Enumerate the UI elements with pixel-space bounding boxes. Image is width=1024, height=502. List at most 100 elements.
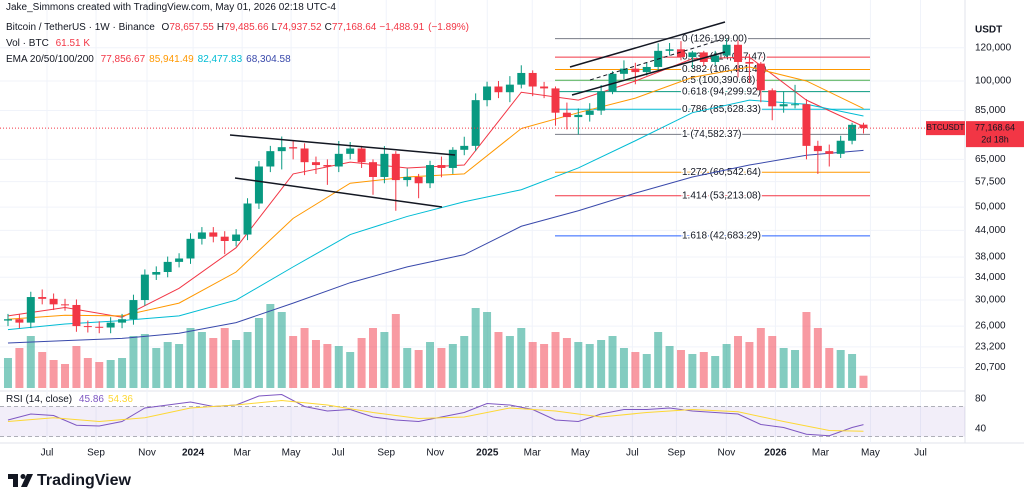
volume-bar [129,336,138,388]
volume-bar [699,352,708,388]
candle-body [825,151,834,154]
volume-bar [802,312,811,388]
candle-body [254,166,263,204]
candle-body [209,232,218,237]
volume-bar [49,360,58,388]
change-pct: (−1.89%) [428,22,469,33]
candle-body [311,162,320,166]
y-tick-label: 26,000 [975,321,1006,332]
candle-body [836,140,845,154]
volume-bar [551,332,560,388]
price-tag-countdown: 2d 18h [981,135,1009,145]
candle-body [220,236,229,242]
candle-body [346,148,355,154]
y-tick-label: 20,700 [975,362,1006,373]
ohlc-item: O78,657.55 [162,22,214,33]
candle-body [300,148,309,163]
ema-value: 77,856.67 [100,54,146,65]
x-tick-label: Sep [87,448,105,459]
y-unit: USDT [975,25,1002,36]
volume-bar [15,348,24,388]
x-tick-label: Mar [812,448,830,459]
candle-body [129,300,138,320]
volume-bar [585,344,594,388]
volume-bar [403,348,412,388]
trend-line [234,177,443,208]
volume-bar [163,342,172,388]
volume-bar [825,348,834,388]
candle-body [391,153,400,181]
volume-bar [83,358,92,388]
volume-bar [597,340,606,388]
volume-bar [756,328,765,388]
volume-bar [232,340,241,388]
rsi-tick-label: 80 [975,394,987,405]
ohlc-value: 79,485.66 [224,22,269,33]
candle-body [426,165,435,184]
ema-line [7,99,864,331]
candle-body [734,44,743,62]
candle-body [642,66,651,73]
candle-body [380,153,389,177]
volume-bar [836,350,845,388]
volume-bar [517,328,526,388]
volume-bar [95,362,104,388]
volume-bar [848,354,857,388]
volume-bar [426,342,435,388]
volume-bar [118,358,127,388]
candle-body [95,326,104,328]
candle-body [745,61,754,64]
candle-body [175,258,184,262]
candle-body [243,203,252,235]
volume-bar [197,332,206,388]
x-tick-label: 2025 [476,448,499,459]
x-tick-label: Mar [234,448,252,459]
y-tick-label: 65,000 [975,154,1006,165]
volume-bar [38,352,47,388]
candle-body [437,165,446,168]
candle-body [848,124,857,141]
volume-legend: Vol · BTC 61.51 K [6,38,94,50]
volume-bar [768,336,777,388]
rsi-line [7,393,864,437]
candle-body [517,72,526,85]
ema-value: 68,304.58 [246,54,291,65]
ohlc-item: L74,937.52 [272,22,322,33]
rsi-title: RSI (14, close) [6,394,73,405]
volume-name: Vol · BTC [6,38,49,49]
x-tick-label: Sep [377,448,395,459]
volume-bar [791,350,800,388]
candle-body [608,73,617,92]
y-tick-label: 30,000 [975,295,1006,306]
candle-body [756,63,765,91]
x-tick-label: Nov [717,448,735,459]
volume-bar [414,350,423,388]
volume-bar [140,334,149,388]
candle-body [494,86,503,93]
brand: TradingView [37,472,132,489]
volume-bar [175,344,184,388]
volume-bar [26,336,35,388]
fib-label: 1.618 (42,683.29) [682,231,761,242]
volume-bar [608,336,617,388]
symbol-tag [926,121,965,136]
fib-label: 0.5 (100,390.68) [682,75,755,86]
candle-body [323,165,332,167]
volume-bar [460,336,469,388]
ohlc-value: 77,168.64 [331,22,377,33]
candle-body [528,72,537,87]
volume-bar [711,356,720,388]
candle-body [540,86,549,89]
candle-body [688,52,697,58]
volume-bar [323,344,332,388]
candle-body [414,176,423,184]
candle-body [597,91,606,111]
y-tick-label: 34,000 [975,272,1006,283]
volume-bar [72,346,81,388]
price-tag [966,121,1024,148]
candle-body [26,297,35,323]
volume [3,304,868,388]
x-tick-label: Mar [524,448,542,459]
y-tick-label: 23,200 [975,341,1006,352]
volume-bar [186,328,195,388]
